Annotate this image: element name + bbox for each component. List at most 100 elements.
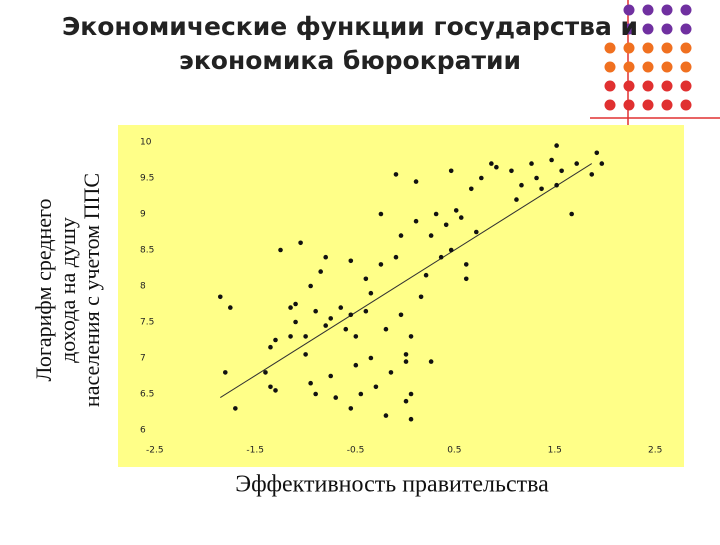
- decor-dot: [623, 23, 635, 35]
- decor-dot: [642, 23, 654, 35]
- point: [433, 211, 439, 217]
- decor-dots: [604, 4, 692, 111]
- decor-dot: [604, 61, 616, 73]
- point: [378, 211, 384, 217]
- decor-dot: [604, 42, 616, 54]
- x-tick-label: -1.5: [246, 446, 264, 456]
- trend-line: [220, 163, 593, 399]
- point: [318, 269, 323, 274]
- point: [453, 208, 459, 213]
- chart-title: экономика бюрократии: [179, 46, 521, 75]
- point: [559, 168, 564, 174]
- point: [313, 308, 318, 314]
- y-tick-label: 8.5: [140, 246, 154, 256]
- point: [328, 316, 334, 321]
- decor-dot: [623, 99, 635, 111]
- point: [353, 334, 359, 339]
- point: [413, 179, 419, 184]
- point: [494, 164, 499, 170]
- point: [223, 370, 228, 375]
- x-tick-label: -0.5: [347, 446, 365, 456]
- decor-dot: [661, 61, 673, 73]
- point: [338, 305, 344, 310]
- point: [383, 413, 389, 418]
- point: [288, 305, 293, 310]
- decor-dot: [680, 61, 692, 73]
- point: [463, 262, 469, 267]
- point: [509, 168, 514, 174]
- decor-dot: [661, 23, 673, 35]
- point: [388, 370, 394, 375]
- y-tick-label: 7.5: [140, 318, 154, 328]
- point: [308, 283, 313, 289]
- point: [378, 262, 384, 267]
- point: [273, 337, 278, 343]
- point: [403, 352, 409, 357]
- decor-dot: [642, 4, 654, 16]
- point: [288, 334, 293, 339]
- y-tick-label: 10: [140, 138, 152, 148]
- decor-dot: [661, 42, 673, 54]
- point: [348, 312, 354, 318]
- decor-dot: [604, 99, 616, 111]
- decor-dot: [623, 80, 635, 92]
- point: [348, 406, 354, 411]
- decor-dot: [680, 23, 692, 35]
- point: [514, 197, 519, 202]
- point: [393, 254, 399, 260]
- decor-dot: [623, 61, 635, 73]
- point: [268, 384, 273, 390]
- point: [293, 319, 298, 325]
- y-tick-label: 6.5: [140, 390, 154, 400]
- point: [408, 416, 414, 422]
- decor-dot: [680, 4, 692, 16]
- point: [448, 247, 454, 253]
- point: [393, 172, 399, 177]
- point: [278, 247, 283, 253]
- point: [413, 218, 419, 224]
- point: [343, 326, 349, 332]
- point: [554, 143, 559, 148]
- chart-title: Экономические функции государства и: [62, 12, 638, 41]
- point: [534, 175, 539, 181]
- decor-dot: [661, 80, 673, 92]
- y-axis-label: дохода на душу: [55, 217, 80, 363]
- point: [569, 211, 574, 217]
- point: [368, 290, 374, 296]
- x-tick-label: 2.5: [648, 446, 662, 456]
- point: [368, 355, 374, 361]
- point: [383, 326, 389, 332]
- point: [554, 182, 559, 188]
- point: [323, 254, 329, 260]
- decor-dot: [680, 80, 692, 92]
- point: [298, 240, 303, 246]
- point: [303, 334, 308, 339]
- point: [263, 370, 268, 375]
- point: [353, 362, 359, 368]
- point: [438, 254, 444, 260]
- x-tick-label: -2.5: [146, 446, 164, 456]
- y-axis-label: населения с учетом ППС: [79, 173, 104, 407]
- point: [599, 161, 605, 166]
- point: [489, 161, 494, 166]
- point: [268, 344, 273, 350]
- point: [589, 172, 595, 177]
- point: [428, 359, 434, 364]
- y-tick-label: 6: [140, 426, 146, 436]
- point: [443, 222, 449, 228]
- point: [233, 406, 238, 411]
- point: [539, 186, 544, 192]
- decor-dot: [680, 42, 692, 54]
- point: [428, 233, 434, 238]
- point: [373, 384, 379, 390]
- point: [468, 186, 474, 192]
- x-tick-label: 0.5: [447, 446, 461, 456]
- decor-dot: [623, 42, 635, 54]
- point: [363, 276, 369, 282]
- point: [328, 373, 334, 379]
- decor-dot: [661, 99, 673, 111]
- y-tick-label: 8: [140, 282, 146, 292]
- point: [398, 233, 404, 238]
- y-axis-label: Логарифм среднего: [31, 198, 56, 381]
